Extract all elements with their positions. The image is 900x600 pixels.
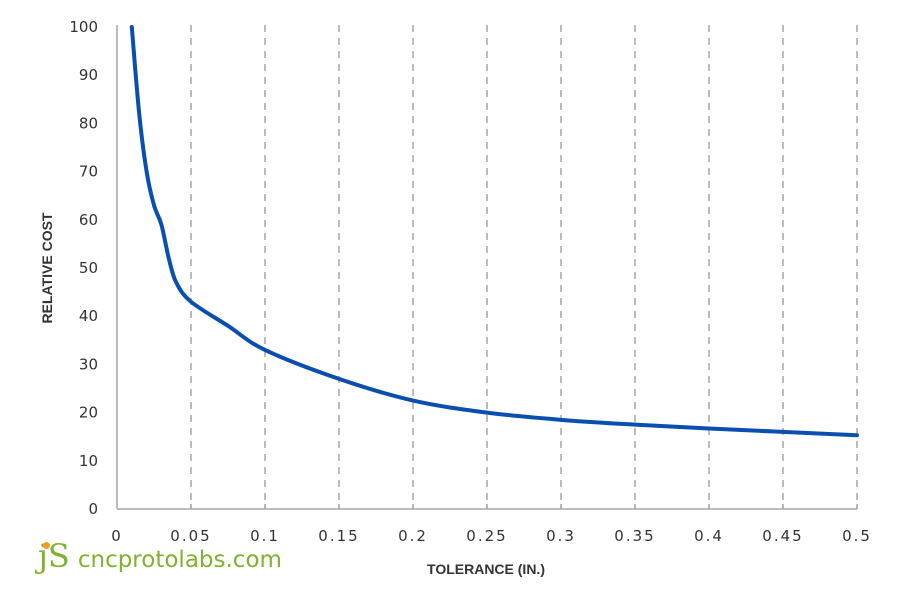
y-tick-label: 90	[79, 66, 98, 84]
y-tick-label: 20	[79, 404, 98, 422]
logo-text: cncprotolabs.com	[77, 547, 282, 573]
gridlines	[190, 25, 858, 509]
y-tick-label: 60	[79, 211, 98, 229]
x-tick-label: 0.45	[762, 527, 803, 545]
logo-mark-icon: jS	[38, 540, 70, 572]
x-tick-label: 0.25	[466, 527, 507, 545]
x-tick-label: 0.05	[170, 527, 211, 545]
y-tick-label: 30	[79, 355, 98, 373]
y-tick-label: 50	[79, 259, 98, 277]
y-tick-label: 80	[79, 114, 98, 132]
x-tick-labels: 0 0.05 0.1 0.15 0.2 0.25 0.3 0.35 0.4 0.45 0.5	[111, 527, 872, 545]
y-tick-label: 100	[69, 18, 98, 36]
axes	[116, 25, 858, 510]
x-tick-label: 0.5	[842, 527, 872, 545]
x-tick-label: 0.3	[546, 527, 576, 545]
y-tick-label: 10	[79, 452, 98, 470]
x-tick-label: 0.35	[614, 527, 655, 545]
y-tick-label: 0	[88, 500, 98, 518]
x-tick-label: 0.1	[250, 527, 280, 545]
y-tick-labels: 0 10 20 30 40 50 60 70 80 90 100	[69, 18, 98, 518]
y-tick-label: 70	[79, 163, 98, 181]
x-tick-label: 0.15	[318, 527, 359, 545]
y-axis-title: RELATIVE COST	[39, 212, 55, 323]
brand-logo: jS cncprotolabs.com	[38, 540, 282, 573]
x-axis-title: TOLERANCE (IN.)	[427, 561, 545, 577]
logo-dot	[43, 542, 50, 549]
x-tick-label: 0	[111, 527, 123, 545]
x-tick-label: 0.2	[398, 527, 428, 545]
y-tick-label: 40	[79, 307, 98, 325]
cost-curve-line	[129, 25, 859, 438]
x-tick-label: 0.4	[694, 527, 724, 545]
